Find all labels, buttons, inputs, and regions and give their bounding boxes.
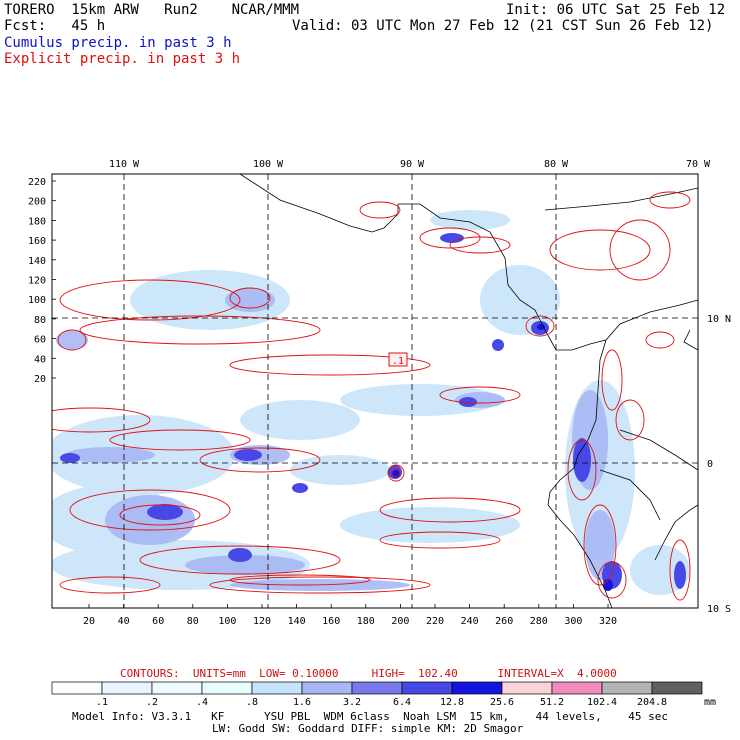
legend-explicit: Explicit precip. in past 3 h bbox=[4, 51, 241, 67]
model-info-line2: LW: Godd SW: Goddard DIFF: simple KM: 2D… bbox=[212, 722, 524, 735]
y-tick-label: 200 bbox=[28, 197, 46, 208]
plot-frame bbox=[51, 173, 699, 609]
x-tick-label: 140 bbox=[288, 616, 306, 627]
x-tick-label: 120 bbox=[253, 616, 271, 627]
colorbar-level-label: 12.8 bbox=[440, 697, 464, 708]
forecast-hour: Fcst: 45 h bbox=[4, 18, 106, 34]
y-tick-label: 20 bbox=[34, 374, 46, 385]
explicit-contours bbox=[52, 191, 691, 601]
colorbar bbox=[51, 681, 703, 695]
x-tick-label: 60 bbox=[152, 616, 164, 627]
y-tick-label: 40 bbox=[34, 354, 46, 365]
lon-label: 80 W bbox=[544, 159, 569, 170]
x-tick-label: 100 bbox=[218, 616, 236, 627]
lat-label: 10 N bbox=[707, 314, 731, 325]
colorbar-level-label: 51.2 bbox=[540, 697, 564, 708]
x-tick-label: 80 bbox=[187, 616, 199, 627]
colorbar-level-label: .2 bbox=[146, 697, 158, 708]
x-tick-label: 200 bbox=[391, 616, 409, 627]
lon-label: 90 W bbox=[400, 159, 425, 170]
colorbar-level-label: .4 bbox=[196, 697, 208, 708]
lon-label: 100 W bbox=[253, 159, 284, 170]
colorbar-cell bbox=[251, 681, 303, 695]
x-tick-label: 320 bbox=[599, 616, 617, 627]
lat-lon-grid bbox=[52, 174, 698, 608]
y-tick-label: 60 bbox=[34, 335, 46, 346]
x-tick-label: 280 bbox=[530, 616, 548, 627]
max-marker-label: .1 bbox=[392, 356, 404, 367]
x-tick-label: 160 bbox=[322, 616, 340, 627]
colorbar-cell bbox=[101, 681, 153, 695]
x-tick-label: 300 bbox=[564, 616, 582, 627]
lat-labels: 10 N 0 10 S bbox=[707, 314, 731, 615]
lon-labels: 110 W 100 W 90 W 80 W 70 W bbox=[109, 159, 711, 170]
colorbar-cell bbox=[351, 681, 403, 695]
x-tick-label: 40 bbox=[118, 616, 130, 627]
colorbar-cell bbox=[201, 681, 253, 695]
y-tick-label: 80 bbox=[34, 315, 46, 326]
tick-marks bbox=[52, 180, 609, 608]
x-tick-label: 260 bbox=[495, 616, 513, 627]
x-tick-label: 180 bbox=[357, 616, 375, 627]
colorbar-cell bbox=[151, 681, 203, 695]
x-tick-label: 240 bbox=[461, 616, 479, 627]
model-info-line1: Model Info: V3.3.1 KF YSU PBL WDM 6class… bbox=[72, 710, 669, 723]
x-tick-labels: 20 40 60 80 100 120 140 160 180 200 220 240 260 280 30… bbox=[83, 616, 617, 627]
lon-label: 70 W bbox=[686, 159, 711, 170]
x-tick-label: 220 bbox=[426, 616, 444, 627]
y-tick-label: 180 bbox=[28, 216, 46, 227]
x-tick-label: 20 bbox=[83, 616, 95, 627]
colorbar-cell bbox=[601, 681, 653, 695]
colorbar-cell bbox=[301, 681, 353, 695]
colorbar-cell bbox=[451, 681, 503, 695]
y-tick-label: 160 bbox=[28, 236, 46, 247]
contour-info: CONTOURS: UNITS=mm LOW= 0.10000 HIGH= 10… bbox=[120, 667, 617, 680]
legend-cumulus: Cumulus precip. in past 3 h bbox=[4, 35, 232, 51]
colorbar-labels: .1 .2 .4 .8 1.6 3.2 6.4 12.8 25.6 51.2 102.4 204.8 bbox=[96, 697, 667, 708]
colorbar-unit: mm bbox=[704, 697, 716, 708]
y-tick-label: 220 bbox=[28, 177, 46, 188]
y-tick-labels: 220 200 180 160 140 120 100 80 60 40 20 bbox=[28, 177, 46, 385]
colorbar-level-label: 1.6 bbox=[293, 697, 311, 708]
lon-label: 110 W bbox=[109, 159, 140, 170]
precip-shading bbox=[52, 210, 690, 595]
colorbar-level-label: .1 bbox=[96, 697, 108, 708]
lat-label: 0 bbox=[707, 459, 713, 470]
model-title: TORERO 15km ARW Run2 NCAR/MMM bbox=[4, 2, 300, 18]
init-time: Init: 06 UTC Sat 25 Feb 12 bbox=[506, 2, 726, 18]
valid-time: Valid: 03 UTC Mon 27 Feb 12 (21 CST Sun … bbox=[292, 18, 714, 34]
colorbar-level-label: 102.4 bbox=[587, 697, 617, 708]
colorbar-level-label: .8 bbox=[246, 697, 258, 708]
y-tick-label: 140 bbox=[28, 256, 46, 267]
colorbar-level-label: 25.6 bbox=[490, 697, 514, 708]
colorbar-level-label: 3.2 bbox=[343, 697, 361, 708]
colorbar-cell bbox=[401, 681, 453, 695]
coastlines bbox=[239, 174, 698, 608]
lat-label: 10 S bbox=[707, 604, 731, 615]
colorbar-level-label: 6.4 bbox=[393, 697, 411, 708]
colorbar-cell bbox=[551, 681, 603, 695]
max-marker-box bbox=[388, 352, 408, 367]
colorbar-cell bbox=[51, 681, 103, 695]
colorbar-level-label: 204.8 bbox=[637, 697, 667, 708]
colorbar-cell bbox=[651, 681, 703, 695]
y-tick-label: 100 bbox=[28, 295, 46, 306]
colorbar-cell bbox=[501, 681, 553, 695]
y-tick-label: 120 bbox=[28, 276, 46, 287]
